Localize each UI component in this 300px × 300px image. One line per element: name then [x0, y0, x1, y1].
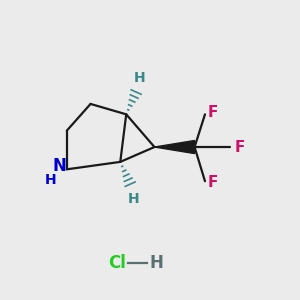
Text: H: H [45, 173, 56, 187]
Text: F: F [208, 105, 218, 120]
Text: F: F [208, 175, 218, 190]
Text: Cl: Cl [108, 254, 126, 272]
Text: H: H [128, 192, 140, 206]
Text: N: N [52, 157, 66, 175]
Polygon shape [154, 140, 195, 154]
Text: H: H [134, 70, 146, 85]
Text: F: F [235, 140, 245, 154]
Text: H: H [150, 254, 164, 272]
